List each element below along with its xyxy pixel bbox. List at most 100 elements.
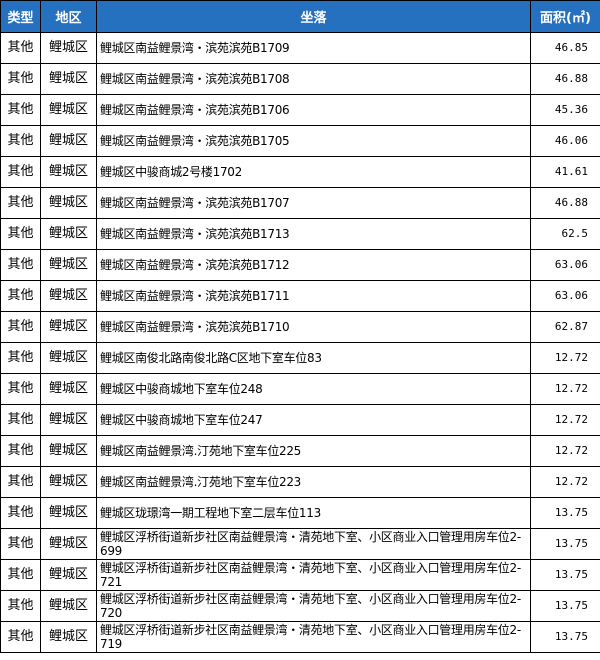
table-row: 其他 鲤城区 鲤城区浮桥街道新步社区南益鲤景湾・清苑地下室、小区商业入口管理用房车位… <box>0 528 600 560</box>
table-cell: 其他 <box>0 125 41 157</box>
table-cell: 46.88 <box>530 63 600 95</box>
table-row: 其他 鲤城区 鲤城区浮桥街道新步社区南益鲤景湾・清苑地下室、小区商业入口管理用房车位… <box>0 559 600 591</box>
table-row: 其他 鲤城区 鲤城区南益鲤景湾・滨苑滨苑B1713 62.5 <box>0 218 600 250</box>
table-cell: 鲤城区浮桥街道新步社区南益鲤景湾・清苑地下室、小区商业入口管理用房车位2-699 <box>96 528 531 560</box>
table-cell: 鲤城区 <box>40 342 97 374</box>
table-row: 其他 鲤城区 鲤城区南益鲤景湾・滨苑滨苑B1710 62.87 <box>0 311 600 343</box>
table-row: 其他 鲤城区 鲤城区南益鲤景湾.汀苑地下室车位223 12.72 <box>0 466 600 498</box>
table-cell: 鲤城区南益鲤景湾・滨苑滨苑B1710 <box>96 311 531 343</box>
table-cell: 鲤城区 <box>40 32 97 64</box>
table-cell: 其他 <box>0 218 41 250</box>
table-cell: 鲤城区南益鲤景湾.汀苑地下室车位223 <box>96 466 531 498</box>
table-row: 其他 鲤城区 鲤城区中骏商城地下室车位248 12.72 <box>0 373 600 405</box>
table-row: 其他 鲤城区 鲤城区中骏商城地下室车位247 12.72 <box>0 404 600 436</box>
table-row: 其他 鲤城区 鲤城区南益鲤景湾・滨苑滨苑B1712 63.06 <box>0 249 600 281</box>
table-row: 其他 鲤城区 鲤城区南益鲤景湾・滨苑滨苑B1707 46.88 <box>0 187 600 219</box>
table-cell: 其他 <box>0 466 41 498</box>
table-cell: 鲤城区 <box>40 156 97 188</box>
table-body: 其他 鲤城区 鲤城区南益鲤景湾・滨苑滨苑B1709 46.85 其他 鲤城区 鲤城区南益鲤景… <box>0 32 600 653</box>
header-cell: 坐落 <box>96 0 531 33</box>
table-cell: 鲤城区珑璟湾一期工程地下室二层车位113 <box>96 497 531 529</box>
table-cell: 鲤城区 <box>40 218 97 250</box>
table-cell: 12.72 <box>530 466 600 498</box>
table-cell: 鲤城区南益鲤景湾・滨苑滨苑B1705 <box>96 125 531 157</box>
table-cell: 13.75 <box>530 559 600 591</box>
header-cell: 类型 <box>0 0 41 33</box>
table-cell: 鲤城区中骏商城2号楼1702 <box>96 156 531 188</box>
table-cell: 其他 <box>0 404 41 436</box>
table-row: 其他 鲤城区 鲤城区南益鲤景湾・滨苑滨苑B1706 45.36 <box>0 94 600 126</box>
table-row: 其他 鲤城区 鲤城区浮桥街道新步社区南益鲤景湾・清苑地下室、小区商业入口管理用房车位… <box>0 621 600 653</box>
table-cell: 鲤城区 <box>40 621 97 653</box>
table-cell: 其他 <box>0 94 41 126</box>
table-cell: 46.85 <box>530 32 600 64</box>
table-cell: 13.75 <box>530 497 600 529</box>
table-cell: 62.87 <box>530 311 600 343</box>
table-cell: 鲤城区南益鲤景湾・滨苑滨苑B1713 <box>96 218 531 250</box>
table-cell: 鲤城区 <box>40 404 97 436</box>
header-row: 类型 地区 坐落 面积(㎡) <box>0 0 600 33</box>
table-cell: 41.61 <box>530 156 600 188</box>
table-cell: 鲤城区南益鲤景湾・滨苑滨苑B1711 <box>96 280 531 312</box>
table-row: 其他 鲤城区 鲤城区南益鲤景湾・滨苑滨苑B1711 63.06 <box>0 280 600 312</box>
table-cell: 其他 <box>0 621 41 653</box>
table-cell: 鲤城区 <box>40 466 97 498</box>
table-cell: 鲤城区 <box>40 528 97 560</box>
table-header: 类型 地区 坐落 面积(㎡) <box>0 0 600 33</box>
table-cell: 其他 <box>0 528 41 560</box>
table-cell: 鲤城区 <box>40 249 97 281</box>
table-row: 其他 鲤城区 鲤城区南益鲤景湾・滨苑滨苑B1705 46.06 <box>0 125 600 157</box>
table-cell: 其他 <box>0 559 41 591</box>
table-cell: 12.72 <box>530 342 600 374</box>
table-cell: 鲤城区 <box>40 559 97 591</box>
table-cell: 鲤城区 <box>40 94 97 126</box>
table-cell: 其他 <box>0 435 41 467</box>
table-cell: 12.72 <box>530 404 600 436</box>
table-cell: 其他 <box>0 187 41 219</box>
table-cell: 63.06 <box>530 249 600 281</box>
table-row: 其他 鲤城区 鲤城区南俊北路南俊北路C区地下室车位83 12.72 <box>0 342 600 374</box>
table-row: 其他 鲤城区 鲤城区南益鲤景湾・滨苑滨苑B1709 46.85 <box>0 32 600 64</box>
table-cell: 鲤城区浮桥街道新步社区南益鲤景湾・清苑地下室、小区商业入口管理用房车位2-721 <box>96 559 531 591</box>
table-cell: 其他 <box>0 497 41 529</box>
table-row: 其他 鲤城区 鲤城区南益鲤景湾・滨苑滨苑B1708 46.88 <box>0 63 600 95</box>
header-cell: 面积(㎡) <box>530 0 600 33</box>
table-cell: 鲤城区中骏商城地下室车位247 <box>96 404 531 436</box>
table-cell: 鲤城区南益鲤景湾・滨苑滨苑B1707 <box>96 187 531 219</box>
table-row: 其他 鲤城区 鲤城区珑璟湾一期工程地下室二层车位113 13.75 <box>0 497 600 529</box>
table-cell: 46.88 <box>530 187 600 219</box>
table-cell: 鲤城区 <box>40 63 97 95</box>
table-cell: 其他 <box>0 342 41 374</box>
table-cell: 其他 <box>0 156 41 188</box>
table-cell: 鲤城区 <box>40 590 97 622</box>
table-cell: 鲤城区浮桥街道新步社区南益鲤景湾・清苑地下室、小区商业入口管理用房车位2-719 <box>96 621 531 653</box>
table-cell: 鲤城区 <box>40 435 97 467</box>
table-cell: 鲤城区 <box>40 373 97 405</box>
table-cell: 其他 <box>0 63 41 95</box>
table-cell: 鲤城区 <box>40 311 97 343</box>
table-cell: 鲤城区 <box>40 187 97 219</box>
table-cell: 鲤城区南益鲤景湾・滨苑滨苑B1706 <box>96 94 531 126</box>
table-row: 其他 鲤城区 鲤城区中骏商城2号楼1702 41.61 <box>0 156 600 188</box>
table-cell: 46.06 <box>530 125 600 157</box>
table-cell: 12.72 <box>530 435 600 467</box>
table-cell: 其他 <box>0 590 41 622</box>
table-cell: 其他 <box>0 249 41 281</box>
table-cell: 12.72 <box>530 373 600 405</box>
table-cell: 其他 <box>0 32 41 64</box>
table-cell: 鲤城区 <box>40 497 97 529</box>
table-cell: 鲤城区南俊北路南俊北路C区地下室车位83 <box>96 342 531 374</box>
table-cell: 鲤城区南益鲤景湾・滨苑滨苑B1708 <box>96 63 531 95</box>
table-row: 其他 鲤城区 鲤城区浮桥街道新步社区南益鲤景湾・清苑地下室、小区商业入口管理用房车位… <box>0 590 600 622</box>
table-row: 其他 鲤城区 鲤城区南益鲤景湾.汀苑地下室车位225 12.72 <box>0 435 600 467</box>
table-cell: 63.06 <box>530 280 600 312</box>
table-cell: 13.75 <box>530 621 600 653</box>
table-cell: 其他 <box>0 280 41 312</box>
table-cell: 鲤城区 <box>40 125 97 157</box>
table-cell: 13.75 <box>530 528 600 560</box>
table-cell: 45.36 <box>530 94 600 126</box>
table-cell: 其他 <box>0 311 41 343</box>
table-cell: 鲤城区南益鲤景湾・滨苑滨苑B1712 <box>96 249 531 281</box>
